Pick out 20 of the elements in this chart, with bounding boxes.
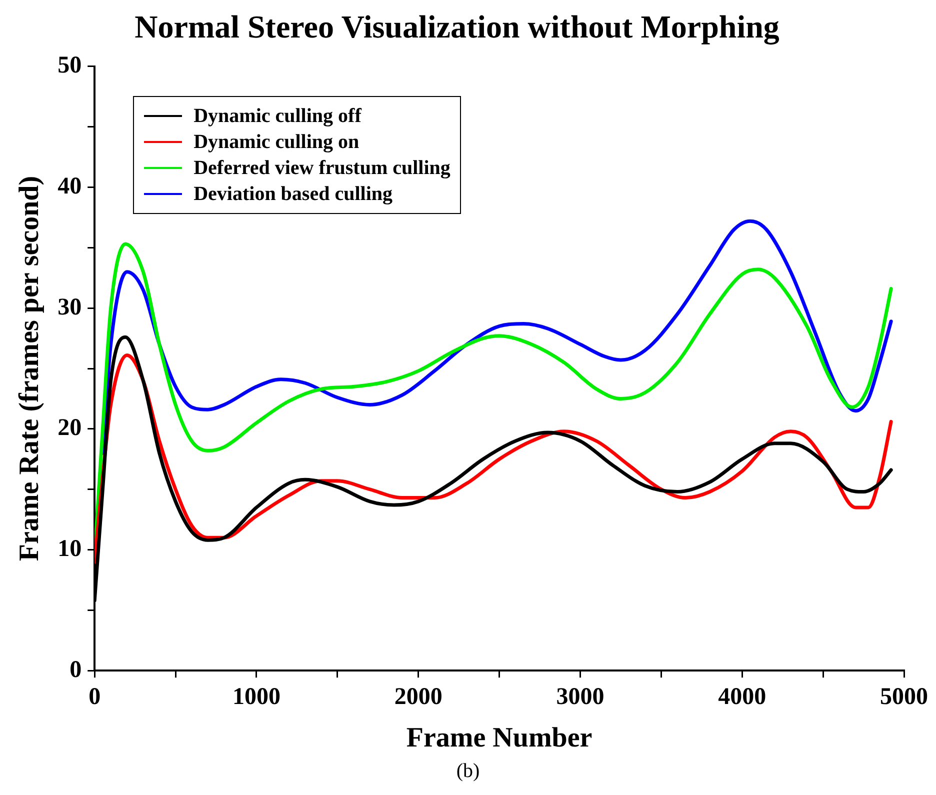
x-tick-label: 4000	[718, 684, 766, 710]
legend-label: Dynamic culling on	[192, 130, 360, 155]
chart-title: Normal Stereo Visualization without Morphing	[134, 8, 780, 46]
y-tick-label: 0	[70, 656, 82, 683]
x-tick-label: 1000	[232, 684, 280, 710]
x-tick-label: 0	[88, 684, 101, 710]
legend-label: Dynamic culling off	[192, 104, 363, 129]
legend-label: Deviation based culling	[192, 182, 394, 207]
text: (b)	[455, 760, 481, 783]
x-tick-label: 2000	[394, 684, 442, 710]
y-axis-title: Frame Rate (frames per second)	[14, 176, 46, 562]
x-tick-label: 3000	[556, 684, 604, 710]
y-tick-label: 10	[58, 536, 82, 562]
legend-label: Deferred view frustum culling	[192, 156, 450, 181]
x-axis-title: Frame Number	[406, 722, 592, 754]
x-tick-label: 5000	[880, 684, 928, 710]
y-tick-label: 20	[58, 415, 82, 442]
y-tick-label: 50	[58, 52, 82, 79]
y-tick-label: 30	[58, 294, 82, 320]
y-tick-label: 40	[58, 173, 82, 200]
